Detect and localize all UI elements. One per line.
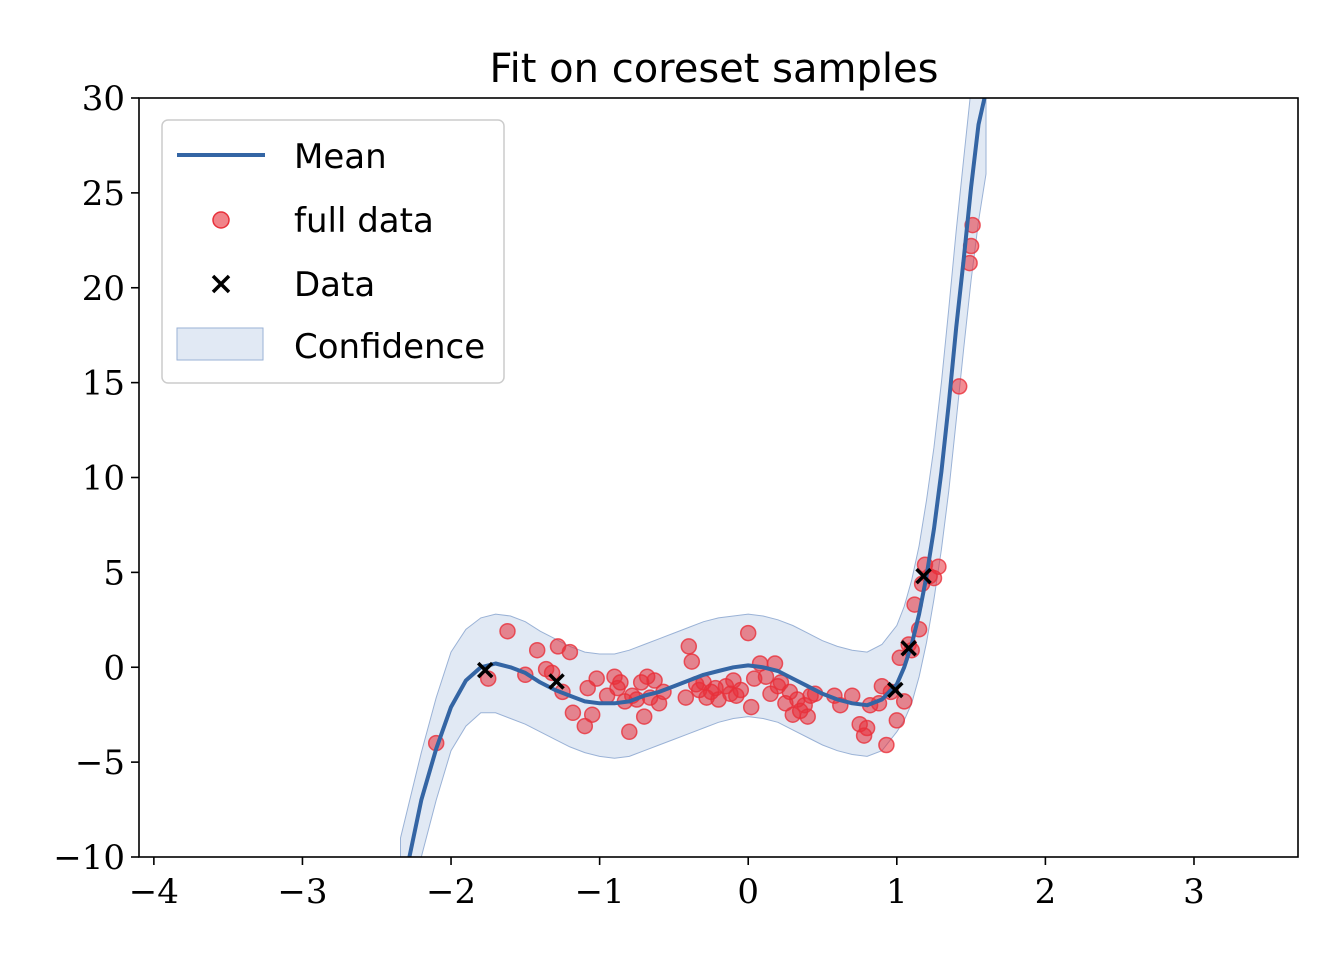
y-tick-label: −10	[53, 838, 125, 878]
full-data-point	[888, 712, 906, 729]
x-tick-label: −4	[129, 872, 179, 912]
legend-label-full-data: full data	[294, 201, 434, 241]
full-data-point	[683, 653, 701, 670]
full-data-point	[576, 717, 594, 735]
data-marker	[887, 681, 904, 699]
full-data-point	[528, 641, 546, 659]
plot-area	[400, 98, 987, 857]
y-tick-label: 15	[82, 364, 125, 404]
full-data-point	[561, 643, 579, 661]
data-marker	[915, 567, 932, 585]
full-data-point	[732, 681, 750, 699]
legend-label-confidence: Confidence	[294, 327, 485, 367]
mean-line	[407, 98, 987, 857]
x-tick-label: −1	[575, 872, 625, 912]
y-tick-label: 25	[82, 174, 125, 214]
y-axis: −10 −5 0 5 10 15 20 25 30	[53, 79, 139, 878]
full-data-point	[543, 664, 561, 682]
legend-label-mean: Mean	[294, 137, 387, 177]
legend: Mean full data Data Confidence	[161, 119, 505, 384]
legend-label-data: Data	[294, 265, 375, 305]
full-data-point	[635, 708, 653, 725]
x-tick-label: −2	[426, 872, 476, 912]
legend-confidence-swatch	[176, 327, 264, 361]
data-markers	[476, 567, 932, 699]
x-axis: −4 −3 −2 −1 0 1 2 3	[129, 857, 1205, 912]
full-data-point	[583, 706, 601, 723]
legend-box	[161, 119, 505, 384]
full-data-point	[878, 736, 895, 754]
chart-title: Fit on coreset samples	[490, 46, 939, 92]
y-tick-label: 10	[82, 459, 125, 499]
full-data-point	[612, 674, 629, 691]
y-tick-label: −5	[75, 743, 125, 783]
data-marker	[548, 673, 565, 690]
legend-full-data-swatch	[212, 211, 230, 229]
full-data-point	[680, 638, 698, 655]
y-tick-label: 5	[103, 553, 125, 593]
y-tick-label: 0	[103, 648, 125, 688]
full-data-point	[895, 693, 913, 710]
full-data-point	[739, 624, 757, 642]
full-data-point	[742, 698, 760, 716]
full-data-point	[930, 558, 947, 575]
x-tick-label: 3	[1183, 872, 1205, 912]
full-data-point	[858, 719, 876, 737]
full-data-point	[677, 689, 695, 706]
x-tick-label: 1	[886, 872, 908, 912]
x-tick-label: 2	[1035, 872, 1057, 912]
data-marker	[900, 640, 917, 657]
full-data-point	[564, 704, 582, 722]
x-tick-label: −3	[277, 872, 327, 912]
full-data-point	[588, 670, 605, 687]
x-tick-label: 0	[737, 872, 759, 912]
data-marker	[476, 661, 494, 679]
full-data-point	[621, 723, 638, 741]
full-data-point	[799, 708, 816, 725]
legend-data-swatch	[211, 274, 231, 294]
y-tick-label: 30	[82, 79, 125, 119]
y-tick-label: 20	[82, 269, 125, 309]
full-data-point	[646, 672, 663, 689]
full-data-point	[499, 622, 516, 640]
full-data-point	[950, 378, 968, 395]
